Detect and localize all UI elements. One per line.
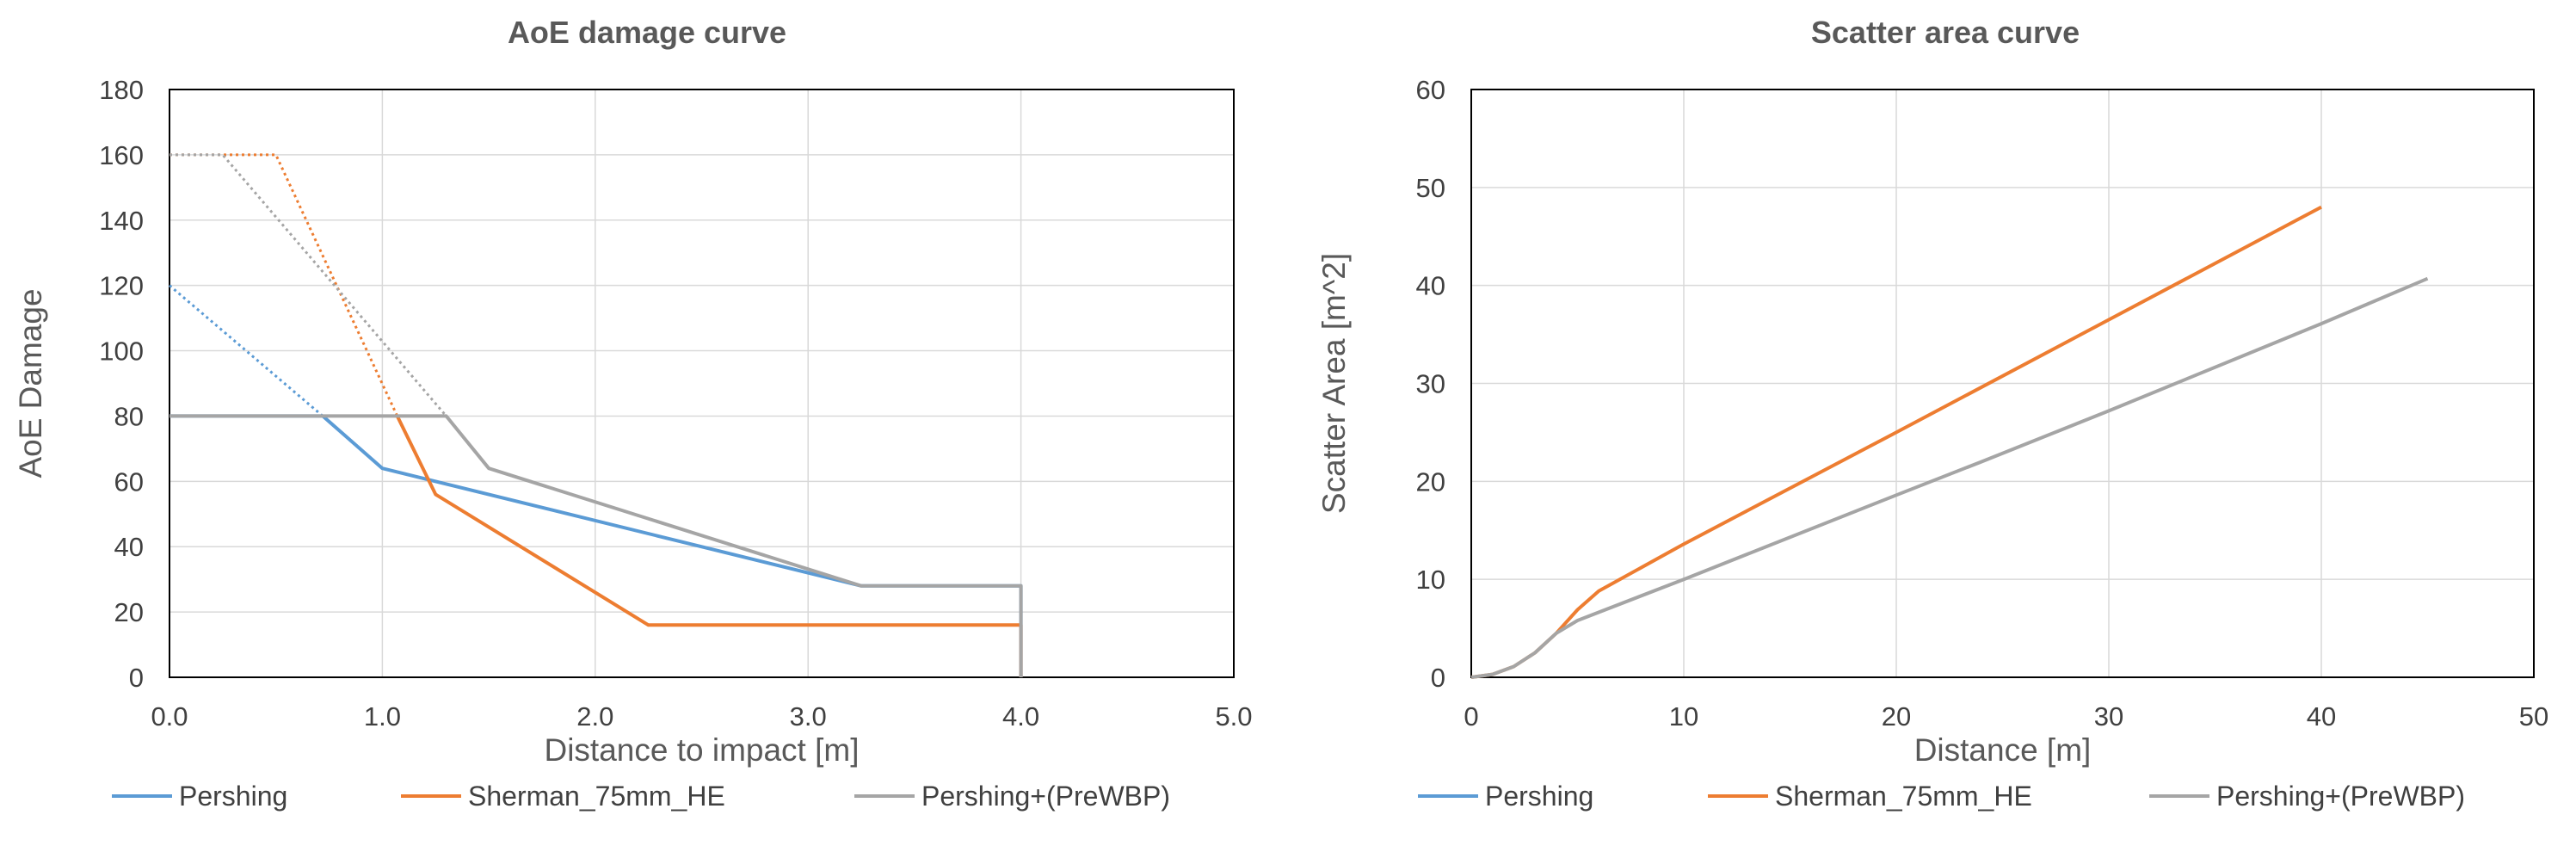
- chart-title: Scatter area curve: [1811, 15, 2080, 50]
- x-tick-label: 40: [2307, 701, 2336, 732]
- x-tick-label: 50: [2519, 701, 2548, 732]
- y-axis-label: Scatter Area [m^2]: [1316, 253, 1352, 514]
- y-tick-label: 160: [99, 140, 144, 170]
- x-tick-label: 0.0: [151, 701, 188, 732]
- y-axis-label: AoE Damage: [13, 288, 48, 478]
- y-tick-label: 0: [1431, 663, 1445, 693]
- series-line: [169, 414, 1023, 677]
- y-tick-label: 40: [114, 532, 144, 562]
- x-tick-label: 0: [1464, 701, 1478, 732]
- y-tick-label: 20: [1416, 466, 1445, 497]
- y-tick-label: 180: [99, 75, 144, 105]
- y-tick-label: 30: [1416, 369, 1445, 399]
- x-tick-label: 3.0: [790, 701, 827, 732]
- y-tick-label: 20: [114, 597, 144, 627]
- series-line: [1470, 276, 2429, 679]
- y-tick-label: 140: [99, 206, 144, 236]
- legend-label: Sherman_75mm_HE: [468, 781, 725, 812]
- scatter-area-chart: 0 10 20 30 40 50 60 0 10 20 30 40 50 Scatter area cur…: [1316, 15, 2548, 812]
- legend-label: Pershing: [179, 781, 287, 812]
- y-tick-label: 60: [114, 466, 144, 497]
- x-tick-label: 10: [1669, 701, 1698, 732]
- y-tick-label: 80: [114, 401, 144, 431]
- x-tick-label: 2.0: [576, 701, 613, 732]
- x-tick-label: 1.0: [364, 701, 401, 732]
- y-tick-label: 10: [1416, 565, 1445, 595]
- y-tick-label: 40: [1416, 271, 1445, 301]
- legend-label: Pershing: [1485, 781, 1593, 812]
- y-tick-label: 0: [129, 663, 144, 693]
- legend-label: Sherman_75mm_HE: [1775, 781, 2032, 812]
- x-axis-label: Distance to impact [m]: [544, 732, 859, 768]
- legend-label: Pershing+(PreWBP): [2216, 781, 2465, 812]
- plot-area-border: [1470, 89, 2535, 678]
- x-axis-label: Distance [m]: [1914, 732, 2092, 768]
- aoe-damage-chart: 0 20 40 60 80 100 120 140 160 180 0.0 1.0 2.0 3.0 4.0 5…: [13, 15, 1253, 812]
- chart-title: AoE damage curve: [508, 15, 786, 50]
- y-tick-label: 50: [1416, 173, 1445, 203]
- x-tick-label: 4.0: [1002, 701, 1039, 732]
- x-tick-label: 30: [2094, 701, 2123, 732]
- x-tick-label: 5.0: [1215, 701, 1252, 732]
- y-tick-label: 100: [99, 336, 144, 367]
- legend-label: Pershing+(PreWBP): [921, 781, 1170, 812]
- plot-area-border: [169, 89, 1235, 678]
- y-tick-label: 60: [1416, 75, 1445, 105]
- y-tick-label: 120: [99, 271, 144, 301]
- x-tick-label: 20: [1882, 701, 1911, 732]
